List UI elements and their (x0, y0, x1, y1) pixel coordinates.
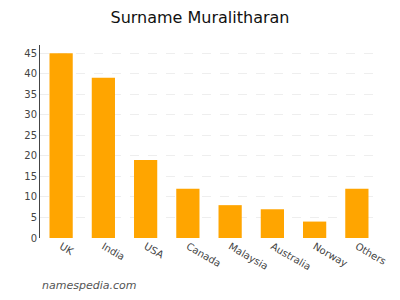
svg-text:USA: USA (142, 241, 166, 261)
svg-text:45: 45 (24, 48, 37, 59)
svg-text:namespedia.com: namespedia.com (42, 279, 136, 292)
svg-text:10: 10 (24, 191, 37, 202)
svg-text:35: 35 (24, 89, 37, 100)
svg-text:Others: Others (353, 241, 388, 267)
svg-text:Norway: Norway (311, 241, 349, 270)
svg-text:India: India (100, 241, 127, 263)
svg-text:Surname Muralitharan: Surname Muralitharan (110, 8, 289, 27)
svg-text:30: 30 (24, 109, 37, 120)
svg-text:25: 25 (24, 130, 37, 141)
svg-text:UK: UK (58, 241, 76, 258)
svg-text:Australia: Australia (269, 241, 313, 273)
svg-text:15: 15 (24, 171, 37, 182)
svg-text:5: 5 (31, 212, 37, 223)
svg-text:Canada: Canada (184, 241, 222, 270)
svg-text:0: 0 (31, 233, 37, 244)
svg-text:Malaysia: Malaysia (227, 241, 270, 272)
svg-text:20: 20 (24, 150, 37, 161)
svg-text:40: 40 (24, 68, 37, 79)
